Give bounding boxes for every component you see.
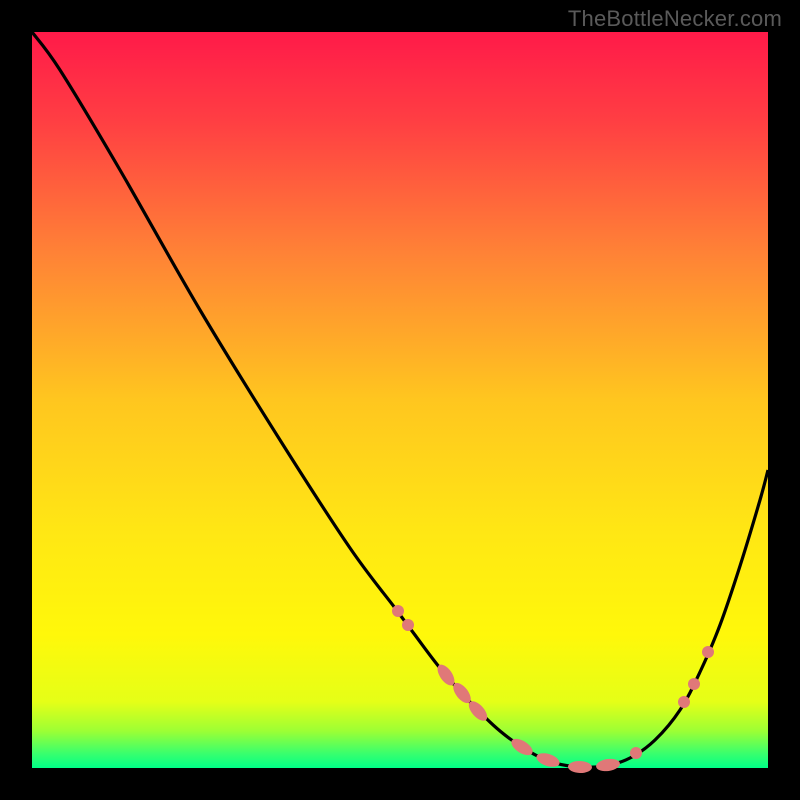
chart-frame: TheBottleNecker.com bbox=[0, 0, 800, 800]
chart-svg bbox=[0, 0, 800, 800]
marker-dot bbox=[688, 678, 700, 690]
marker-dot bbox=[402, 619, 414, 631]
marker-dot bbox=[392, 605, 404, 617]
plot-background bbox=[32, 32, 768, 768]
marker-dot bbox=[630, 747, 642, 759]
marker-dot bbox=[702, 646, 714, 658]
marker-dot bbox=[678, 696, 690, 708]
